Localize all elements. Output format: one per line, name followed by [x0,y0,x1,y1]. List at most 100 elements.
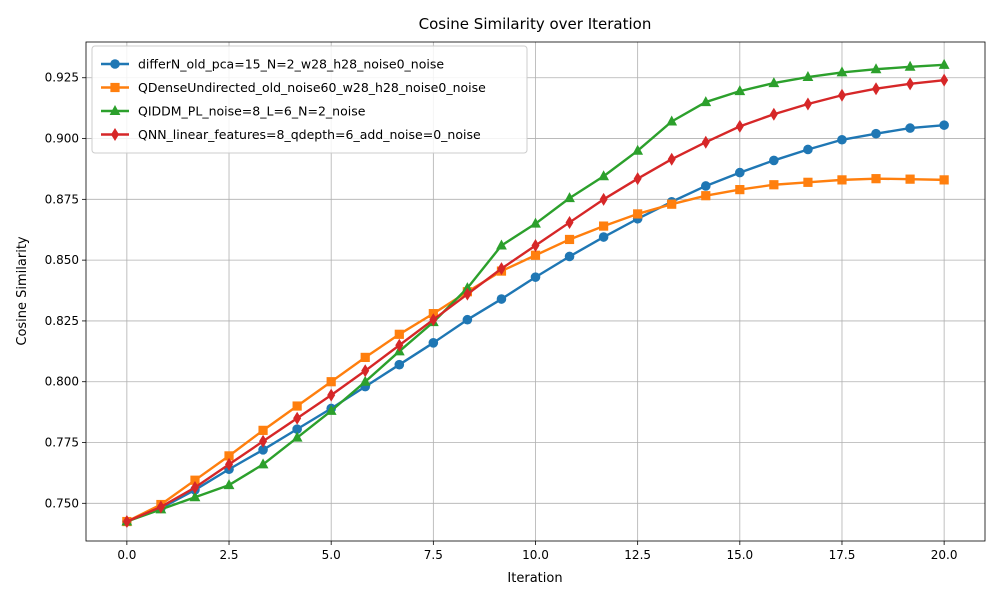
data-point [939,175,949,185]
data-point [633,209,643,219]
data-point [769,155,779,166]
data-point [701,191,711,201]
data-point [836,66,848,77]
legend-box [91,45,528,154]
data-point [803,97,812,111]
legend-marker [111,128,119,141]
series-4 [122,73,949,529]
series-layer [121,58,950,529]
legend-label: QIDDM_PL_noise=8_L=6_N=2_noise [138,104,366,119]
data-point [530,272,541,282]
data-point [462,314,473,325]
data-point [599,221,609,231]
data-point [905,123,915,133]
data-point [564,192,575,203]
x-axis-label: Iteration [507,571,562,586]
data-point [938,58,950,69]
data-point [327,388,336,402]
legend-entry: QIDDM_PL_noise=8_L=6_N=2_noise [101,104,366,119]
data-point [497,262,506,276]
legend-label: QNN_linear_features=8_qdepth=6_add_noise… [138,127,481,142]
data-point [461,282,473,293]
x-tick-label: 7.5 [424,548,443,562]
x-tick-label: 12.5 [624,548,651,562]
data-point [359,375,371,386]
x-tick-label: 20.0 [931,548,958,562]
data-point [666,115,678,126]
x-tick-label: 5.0 [322,548,341,562]
data-point [837,175,847,185]
data-point [428,338,439,348]
data-point [837,134,847,145]
data-point [598,170,610,181]
data-point [259,434,268,448]
y-tick-label: 0.875 [45,192,79,206]
data-point [667,152,676,166]
axis-ticks: 0.0 2.5 5.0 7.5 10.0 12.5 15.0 17.5 20.0 0.750 0.7… [45,71,958,562]
legend-entry: QNN_linear_features=8_qdepth=6_add_noise… [101,127,481,142]
legend-entry: differN_old_pca=15_N=2_w28_h28_noise0_no… [101,57,444,72]
data-point [531,239,540,253]
data-point [940,73,949,87]
data-point [530,217,541,228]
data-point [735,167,745,178]
data-point [530,250,541,260]
y-tick-label: 0.925 [45,71,79,85]
data-point [325,404,337,415]
data-point [564,251,575,262]
series-3 [121,58,950,526]
data-point [871,128,881,139]
data-point [496,294,507,304]
legend-label: differN_old_pca=15_N=2_w28_h28_noise0_no… [138,57,444,72]
y-axis-label: Cosine Similarity [15,236,30,346]
y-tick-label: 0.750 [45,496,79,510]
legend-marker [110,82,120,93]
data-point [735,185,745,195]
y-tick-label: 0.775 [45,436,79,450]
data-point [701,135,710,149]
legend-marker [109,105,121,115]
data-point [224,451,234,461]
data-point [870,63,882,74]
legend-marker [110,59,120,69]
y-tick-label: 0.850 [45,253,79,267]
data-point [496,239,507,250]
data-point [939,120,949,130]
data-point [735,119,744,133]
data-point [769,107,778,121]
data-point [599,192,608,206]
chart-title: Cosine Similarity over Iteration [419,15,652,33]
data-point [190,481,199,495]
data-point [700,96,712,107]
data-point [904,60,916,71]
data-point [734,85,746,96]
data-point [768,77,780,88]
data-point [225,457,234,471]
data-point [326,377,336,387]
data-point [769,180,779,190]
data-point [598,232,609,242]
data-point [803,144,813,155]
data-point [906,77,915,91]
data-point [293,411,302,425]
data-point [667,199,677,209]
data-point [190,475,200,485]
data-point [223,479,235,490]
data-point [291,431,303,442]
data-point [802,71,814,82]
data-point [394,359,405,370]
data-point [700,181,711,191]
data-point [564,234,575,245]
legend: differN_old_pca=15_N=2_w28_h28_noise0_no… [91,45,528,154]
x-tick-label: 10.0 [522,548,549,562]
y-tick-label: 0.800 [45,375,79,389]
data-point [292,401,302,411]
data-point [361,364,370,378]
data-point [872,82,881,96]
y-tick-label: 0.825 [45,314,79,328]
data-point [632,144,644,155]
data-point [395,338,404,352]
data-point [189,491,201,502]
